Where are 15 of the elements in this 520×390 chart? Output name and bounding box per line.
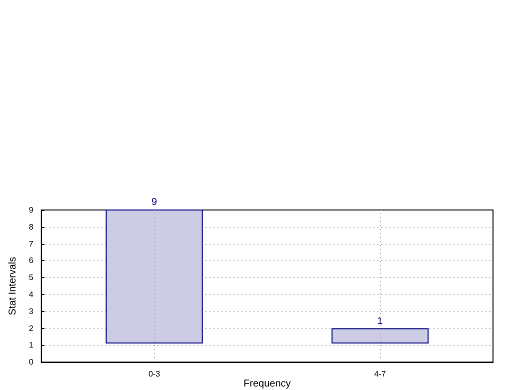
x-axis-title: Frequency — [244, 378, 291, 390]
data-label: 9 — [151, 197, 158, 208]
y-tick-label: 2 — [28, 324, 34, 333]
y-tick-label: 5 — [28, 273, 34, 282]
y-axis-title: Stat Intervals — [8, 256, 18, 316]
y-tick-label: 6 — [28, 256, 34, 266]
y-tick-label: 8 — [28, 222, 34, 232]
y-tick-label: 3 — [28, 306, 34, 316]
x-tick-label: 0-3 — [148, 370, 161, 379]
x-tick-label: 4-7 — [374, 370, 386, 379]
y-tick-label: 9 — [28, 206, 34, 214]
y-tick-label: 0 — [28, 358, 34, 367]
y-tick-label: 4 — [28, 290, 34, 299]
y-tick-label: 1 — [28, 340, 34, 350]
y-tick-label: 7 — [28, 239, 34, 248]
